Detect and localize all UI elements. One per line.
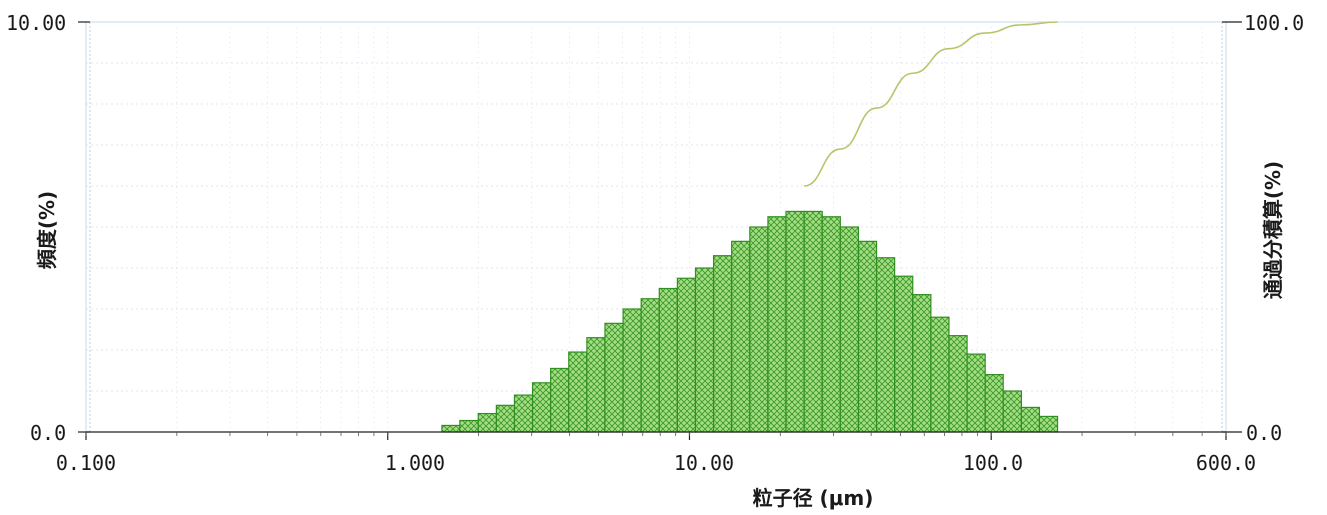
histogram-bar xyxy=(803,210,823,433)
x-tick-2: 10.00 xyxy=(674,451,734,475)
histogram-bar xyxy=(966,353,986,433)
cumulative-curve xyxy=(804,21,1058,187)
histogram-bar xyxy=(568,351,588,433)
histogram-bar xyxy=(857,240,878,433)
histogram-bar xyxy=(984,374,1004,433)
y-left-tick-bottom: 0.0 xyxy=(30,421,66,445)
histogram-bar xyxy=(912,294,932,433)
histogram-bar xyxy=(894,275,914,433)
histogram-bar xyxy=(821,216,841,433)
histogram-bar xyxy=(477,412,497,433)
histogram-bar xyxy=(622,308,642,433)
y-right-tick-top: 100.0 xyxy=(1244,11,1304,35)
histogram-bar xyxy=(785,210,805,433)
histogram-bar xyxy=(948,335,968,433)
histogram-bar xyxy=(930,316,950,433)
x-tick-4: 600.0 xyxy=(1196,451,1256,475)
histogram-bar xyxy=(694,267,715,433)
y-left-axis-title: 頻度(%) xyxy=(35,191,59,269)
histogram-bar xyxy=(839,226,860,433)
x-tick-3: 100.0 xyxy=(963,451,1023,475)
histogram-bar xyxy=(731,240,751,433)
x-tick-0: 0.100 xyxy=(56,451,116,475)
histogram-bar xyxy=(1038,415,1059,433)
histogram-bar xyxy=(658,287,678,433)
histogram-bar xyxy=(459,419,479,433)
y-right-axis-title: 通過分積算(%) xyxy=(1261,161,1285,299)
y-right-tick-bottom: 0.0 xyxy=(1246,421,1282,445)
histogram-bar xyxy=(1020,406,1041,433)
histogram-bar xyxy=(875,257,896,433)
histogram-bar xyxy=(586,337,606,433)
histogram-bar xyxy=(495,404,516,433)
x-axis-title: 粒子径 (μm) xyxy=(753,486,874,510)
histogram-bar xyxy=(749,226,769,433)
histogram-bar xyxy=(676,277,697,433)
histogram-bar xyxy=(531,382,552,433)
axes xyxy=(78,21,1242,440)
histogram-bar xyxy=(640,298,660,433)
frequency-bars xyxy=(441,210,1059,433)
histogram-bar xyxy=(513,394,534,433)
histogram-bar xyxy=(441,424,461,433)
histogram-bar xyxy=(712,255,733,433)
histogram-bar xyxy=(550,367,570,433)
histogram-bar xyxy=(767,216,787,433)
histogram-bar xyxy=(1002,390,1022,433)
histogram-bar xyxy=(604,322,624,433)
y-left-tick-top: 10.00 xyxy=(6,11,66,35)
x-tick-1: 1.000 xyxy=(385,451,445,475)
